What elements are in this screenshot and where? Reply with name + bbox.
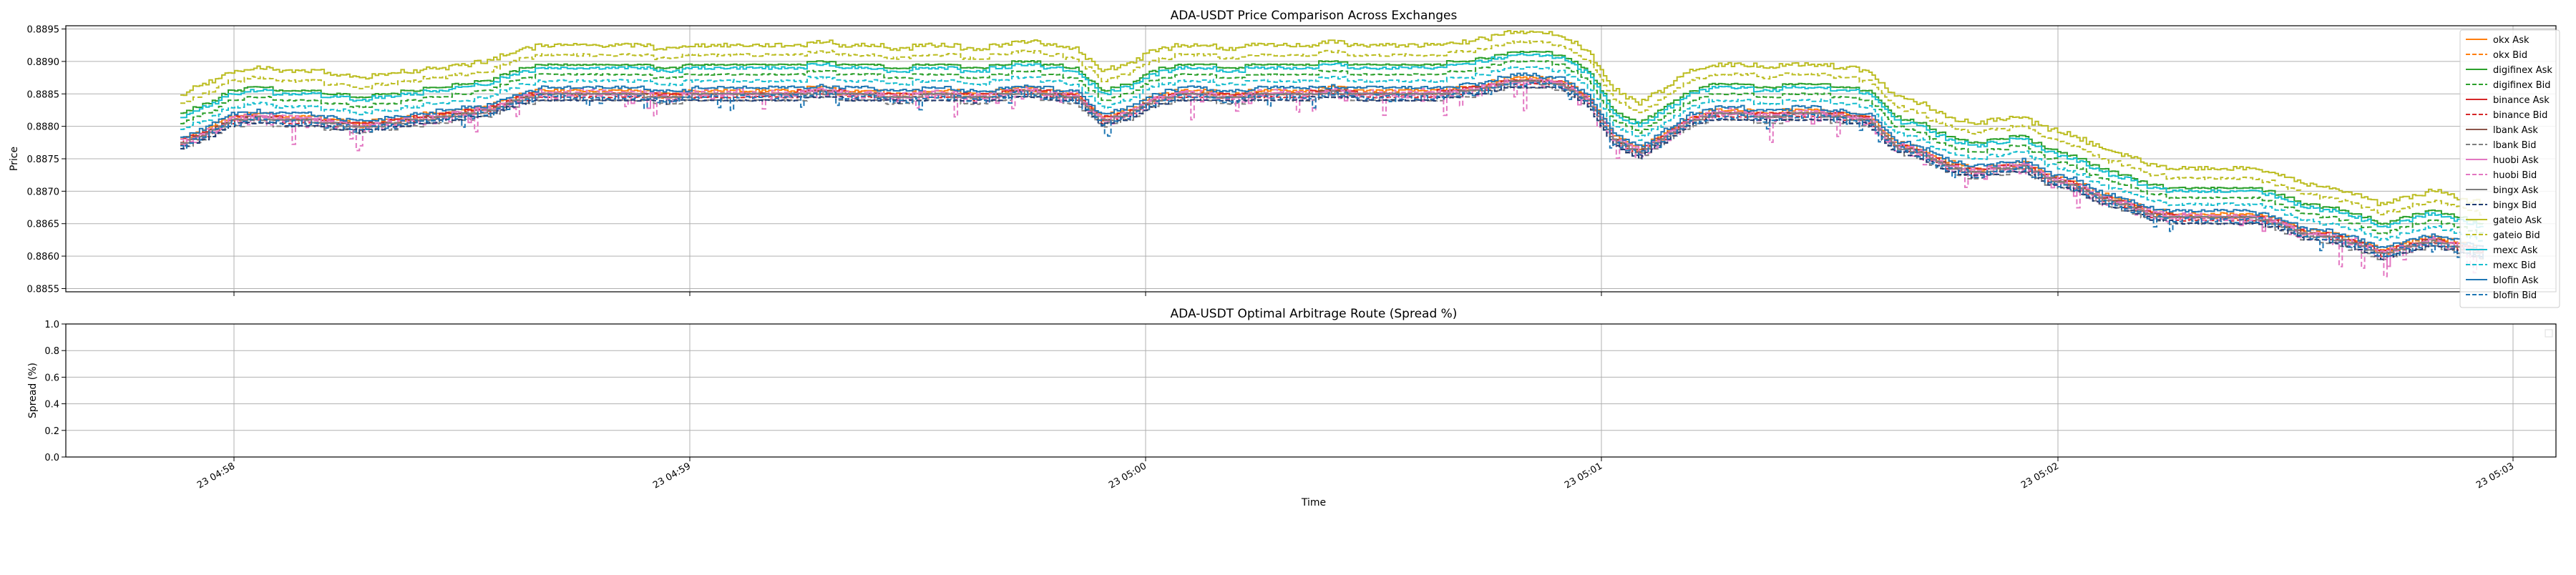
legend-label: okx Bid — [2493, 50, 2527, 61]
price-y-axis-label: Price — [9, 147, 20, 171]
spread-y-tick-label: 0.8 — [44, 346, 59, 357]
price-y-tick-label: 0.8875 — [27, 154, 60, 165]
legend-label: binance Ask — [2493, 95, 2550, 106]
price-y-tick-label: 0.8885 — [27, 89, 60, 100]
legend-label: lbank Ask — [2493, 125, 2538, 136]
spread-chart-title: ADA-USDT Optimal Arbitrage Route (Spread… — [1171, 307, 1458, 321]
series-line-gateio-ask — [180, 30, 2484, 207]
legend-label: huobi Ask — [2493, 155, 2539, 166]
series-line-gateio-bid — [180, 40, 2484, 216]
legend-label: binance Bid — [2493, 110, 2547, 121]
price-y-tick-label: 0.8870 — [27, 187, 60, 197]
legend-label: gateio Ask — [2493, 215, 2542, 226]
legend-label: huobi Bid — [2493, 170, 2537, 181]
spread-plot-frame — [65, 323, 2557, 458]
legend-label: bingx Ask — [2493, 185, 2539, 196]
series-line-digifinex-ask — [180, 51, 2484, 225]
price-legend: okx Ask okx Bid digifinex Ask digifinex Bid… — [2459, 29, 2560, 308]
legend-label: digifinex Ask — [2493, 65, 2552, 76]
series-line-digifinex-bid — [180, 60, 2484, 235]
legend-label: bingx Bid — [2493, 200, 2537, 211]
spread-y-axis-label: Spread (%) — [27, 363, 39, 418]
spread-y-tick-label: 0.2 — [44, 426, 59, 437]
price-chart-title: ADA-USDT Price Comparison Across Exchang… — [1171, 9, 1458, 23]
legend-label: mexc Ask — [2493, 245, 2538, 256]
spread-y-tick-label: 0.0 — [44, 453, 59, 463]
legend-label: okx Ask — [2493, 35, 2529, 46]
price-y-tick-label: 0.8855 — [27, 284, 60, 295]
price-y-tick-label: 0.8860 — [27, 252, 60, 262]
spread-y-tick-label: 0.4 — [44, 400, 59, 411]
spread-x-axis-label: Time — [1301, 497, 1326, 508]
price-comparison-chart: 0.8855 0.8860 0.8865 0.8870 0.8875 0.8880 0.88… — [9, 9, 2560, 308]
series-line-mexc-bid — [180, 66, 2484, 242]
legend-label: blofin Ask — [2493, 275, 2539, 286]
spread-y-tick-label: 0.6 — [44, 373, 59, 383]
legend-label: gateio Bid — [2493, 230, 2540, 241]
price-y-ticks: 0.8855 0.8860 0.8865 0.8870 0.8875 0.8880 0.88… — [27, 25, 66, 295]
legend-label: blofin Bid — [2493, 290, 2537, 301]
series-line-blofin-ask — [180, 72, 2484, 249]
empty-legend-box — [2545, 329, 2553, 338]
spread-y-tick-label: 1.0 — [44, 320, 59, 330]
series-line-bingx-bid — [180, 86, 2484, 260]
spread-y-ticks: 0.0 0.2 0.4 0.6 0.8 1.0 — [44, 320, 66, 463]
price-series-group — [180, 30, 2484, 277]
series-line-mexc-ask — [180, 53, 2484, 228]
series-line-blofin-bid — [180, 81, 2484, 259]
price-y-tick-label: 0.8895 — [27, 25, 60, 36]
legend-label: mexc Bid — [2493, 260, 2536, 271]
price-y-tick-label: 0.8865 — [27, 220, 60, 230]
price-y-tick-label: 0.8880 — [27, 122, 60, 133]
series-line-bingx-ask — [180, 79, 2484, 255]
price-y-tick-label: 0.8890 — [27, 57, 60, 68]
legend-label: lbank Bid — [2493, 140, 2537, 151]
legend-label: digifinex Bid — [2493, 80, 2551, 91]
